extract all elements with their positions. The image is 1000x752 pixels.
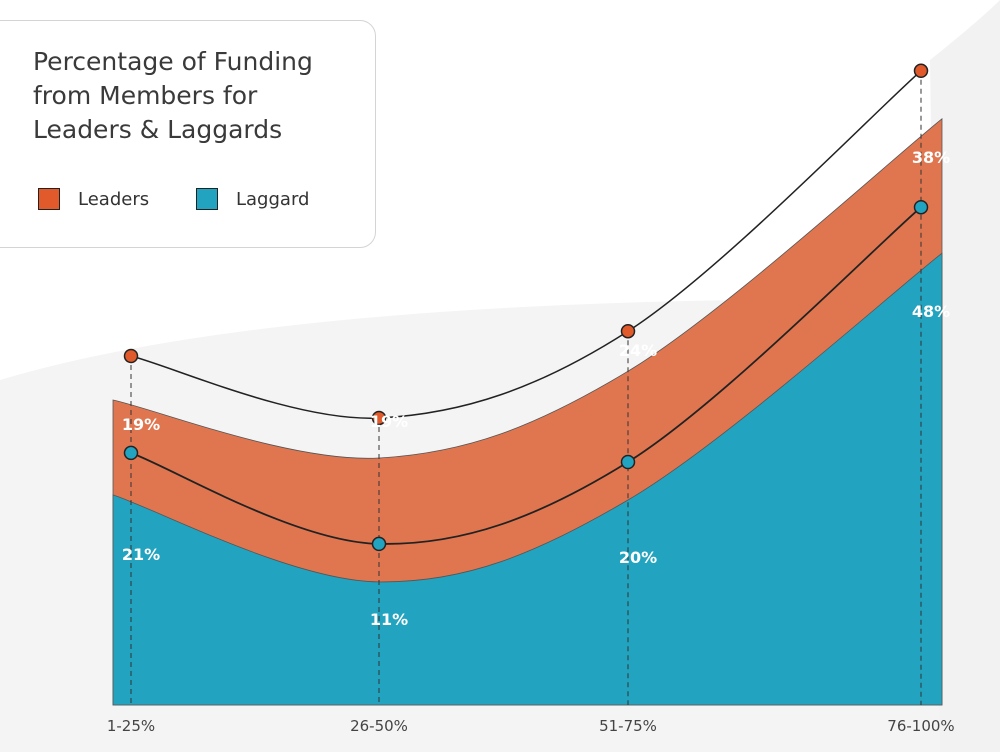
data-label-leaders-1-25%: 19% — [122, 415, 160, 434]
data-label-laggard-1-25%: 21% — [122, 545, 160, 564]
data-label-leaders-76-100%: 38% — [912, 148, 950, 167]
marker-leaders-26-50% — [371, 410, 387, 426]
legend-swatch-leaders — [38, 188, 60, 210]
legend-item-leaders: Leaders — [38, 188, 149, 210]
legend-label-laggard: Laggard — [236, 188, 310, 210]
x-tick-label-26-50%: 26-50% — [350, 717, 408, 735]
x-tick-label-51-75%: 51-75% — [599, 717, 657, 735]
line-leaders — [130, 70, 922, 419]
data-label-leaders-51-75%: 24% — [619, 341, 657, 360]
marker-leaders-76-100% — [913, 63, 929, 79]
legend-swatch-laggard — [196, 188, 218, 210]
legend-item-laggard: Laggard — [196, 188, 309, 210]
area-laggard — [112, 252, 943, 706]
marker-laggard-26-50% — [371, 536, 387, 552]
marker-laggard-76-100% — [913, 199, 929, 215]
chart-title: Percentage of Funding from Members for L… — [33, 47, 313, 144]
line-laggard — [130, 206, 922, 545]
data-label-leaders-26-50%: 19% — [370, 412, 408, 431]
marker-leaders-1-25% — [123, 348, 139, 364]
data-label-laggard-76-100%: 48% — [912, 302, 950, 321]
legend-panel — [0, 20, 376, 248]
background-swoosh-right — [930, 0, 1000, 752]
x-tick-label-76-100%: 76-100% — [887, 717, 954, 735]
marker-leaders-51-75% — [620, 323, 636, 339]
x-tick-label-1-25%: 1-25% — [107, 717, 155, 735]
legend-label-leaders: Leaders — [78, 188, 150, 210]
data-label-laggard-51-75%: 20% — [619, 548, 657, 567]
marker-laggard-51-75% — [620, 454, 636, 470]
marker-laggard-1-25% — [123, 445, 139, 461]
data-label-laggard-26-50%: 11% — [370, 610, 408, 629]
